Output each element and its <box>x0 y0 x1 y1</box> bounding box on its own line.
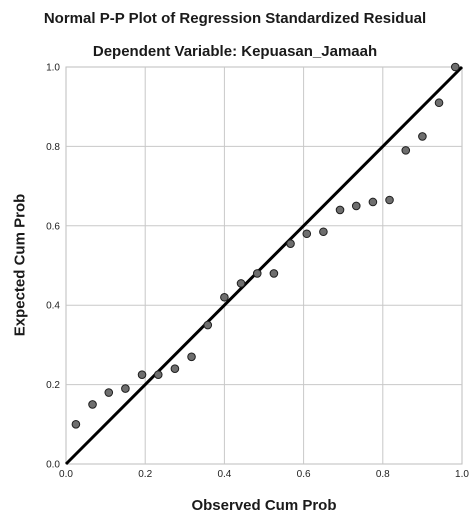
data-point <box>121 384 130 393</box>
y-tick-label: 1.0 <box>46 63 60 74</box>
data-point <box>88 400 97 409</box>
data-point <box>236 279 246 288</box>
data-point <box>153 370 163 379</box>
data-point <box>450 62 460 72</box>
plot-frame <box>65 66 463 465</box>
y-tick-label: 0.6 <box>46 221 60 232</box>
chart-title: Normal P-P Plot of Regression Standardiz… <box>43 10 427 27</box>
x-tick-label: 0.2 <box>138 469 152 480</box>
data-point <box>368 197 378 207</box>
data-point <box>302 229 312 239</box>
x-tick-label: 1.0 <box>455 469 469 480</box>
data-point <box>319 227 328 237</box>
tick-labels: 0.0 0.2 0.4 0.6 0.8 1.0 0.0 0.2 0.4 0.6 0.8 1.0 <box>46 63 469 481</box>
data-point <box>252 269 262 278</box>
y-tick-label: 0.0 <box>46 460 60 471</box>
reference-line <box>64 65 464 466</box>
x-tick-label: 0.0 <box>59 469 73 480</box>
x-tick-label: 0.6 <box>297 469 311 480</box>
data-point <box>351 201 361 211</box>
data-point <box>434 98 444 108</box>
data-point <box>71 420 81 429</box>
data-point <box>385 195 394 205</box>
x-axis-label: Observed Cum Prob <box>191 497 337 514</box>
data-point <box>203 320 213 330</box>
y-tick-label: 0.2 <box>46 380 60 391</box>
data-point <box>418 132 427 141</box>
data-point <box>137 370 147 379</box>
x-tick-label: 0.4 <box>217 469 231 480</box>
data-point <box>286 239 295 248</box>
data-points <box>71 62 460 429</box>
grid-lines <box>66 67 462 464</box>
data-point <box>220 292 229 302</box>
data-point <box>187 352 196 362</box>
y-tick-label: 0.4 <box>46 301 60 312</box>
chart-subtitle: Dependent Variable: Kepuasan_Jamaah <box>92 43 378 60</box>
y-tick-label: 0.8 <box>46 142 60 153</box>
data-point <box>170 364 180 374</box>
data-point <box>335 205 345 215</box>
x-tick-label: 0.8 <box>376 469 390 480</box>
data-point <box>104 388 114 397</box>
data-point <box>401 146 411 155</box>
data-point <box>269 269 279 278</box>
